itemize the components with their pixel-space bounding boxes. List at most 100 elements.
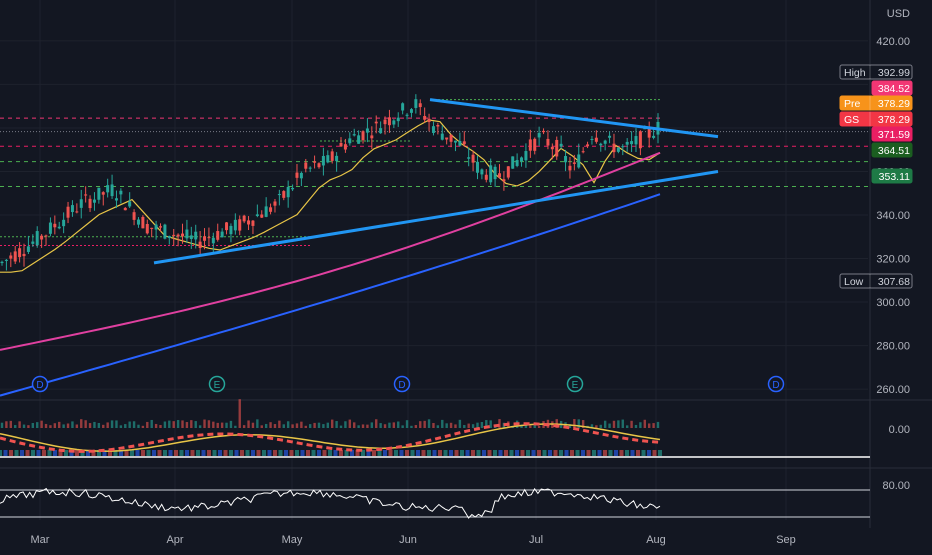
- volume-bar: [625, 425, 629, 428]
- osc-hist: [410, 450, 415, 456]
- osc-hist: [31, 450, 35, 456]
- osc-hist: [476, 450, 481, 456]
- volume-bar: [119, 425, 123, 428]
- time-label-aug: Aug: [646, 534, 666, 546]
- osc-hist: [454, 450, 459, 456]
- volume-bar: [647, 423, 651, 428]
- volume-bar: [212, 421, 215, 428]
- badge-bg: [839, 273, 913, 289]
- candle-body: [652, 135, 656, 138]
- badge-bg: [871, 126, 913, 142]
- volume-bar: [242, 425, 246, 428]
- candle-body: [625, 141, 629, 145]
- osc-hist: [465, 450, 470, 456]
- osc-hist: [498, 450, 503, 456]
- time-axis[interactable]: Mar Apr May Jun Jul Aug Sep: [0, 528, 932, 550]
- time-label-jun: Jun: [399, 534, 417, 546]
- grid-lines: [0, 0, 932, 528]
- volume-bar: [220, 422, 224, 428]
- event-circle: [208, 375, 226, 393]
- volume-bar: [286, 421, 290, 428]
- osc-hist: [377, 450, 382, 456]
- osc-hist: [597, 450, 602, 456]
- event-marker-d[interactable]: D: [393, 375, 411, 393]
- trendlines[interactable]: [153, 98, 719, 265]
- volume-bar: [308, 424, 312, 428]
- event-marker-e[interactable]: E: [208, 375, 226, 393]
- osc-hist: [449, 450, 453, 456]
- candle-body: [471, 154, 475, 163]
- osc-hist: [289, 450, 294, 456]
- candle-body: [22, 253, 26, 257]
- volume-bar: [124, 424, 127, 428]
- volume-bar: [190, 420, 193, 428]
- volume-bar: [357, 425, 360, 428]
- price-tick-label: 280.00: [876, 341, 910, 353]
- candle-body: [418, 103, 422, 108]
- volume-bar: [524, 424, 528, 428]
- osc-hist: [328, 450, 332, 456]
- volume-bar: [410, 425, 413, 428]
- candle-body: [379, 128, 383, 134]
- price-badge: GS 378.29: [839, 111, 913, 127]
- candle-body: [440, 133, 444, 140]
- osc-hist: [509, 450, 514, 456]
- osc-hist: [570, 450, 574, 456]
- volume-bar: [317, 422, 321, 428]
- osc-hist: [201, 450, 206, 456]
- volume-bar: [71, 421, 74, 428]
- osc-hist: [542, 450, 547, 456]
- candle-body: [189, 235, 193, 239]
- osc-hist: [267, 450, 272, 456]
- event-marker-e[interactable]: E: [566, 375, 584, 393]
- candle-body: [4, 259, 8, 261]
- candle-body: [101, 192, 105, 195]
- candle-body: [453, 140, 457, 143]
- volume-bar: [198, 425, 202, 428]
- volume-bar: [370, 422, 374, 428]
- volume-bar: [102, 424, 105, 428]
- candle-body: [304, 162, 308, 169]
- osc-hist: [47, 450, 52, 456]
- candle-body: [335, 155, 339, 162]
- volume-bar: [533, 424, 536, 428]
- candle-body: [339, 142, 343, 147]
- candle-body: [348, 138, 352, 144]
- osc-main-line: [0, 422, 661, 453]
- volume-bar: [304, 425, 307, 428]
- candle-body: [612, 143, 616, 153]
- candle-body: [392, 120, 396, 125]
- osc-hist: [80, 450, 85, 456]
- candle-body: [511, 156, 515, 169]
- candle-body: [53, 223, 57, 228]
- volume-bar: [84, 420, 87, 428]
- volume-bar: [445, 423, 448, 428]
- osc-hist: [619, 450, 624, 456]
- volume-bar: [80, 419, 83, 428]
- candle-body: [172, 234, 176, 236]
- candle-body: [414, 99, 418, 108]
- event-marker-d[interactable]: D: [767, 375, 785, 393]
- osc-hist: [14, 450, 19, 456]
- volume-bar: [401, 425, 404, 428]
- candle-body: [264, 206, 268, 217]
- badge-value: 364.51: [878, 145, 910, 157]
- event-marker-d[interactable]: D: [31, 375, 49, 393]
- candle-body: [70, 205, 74, 213]
- osc-hist: [168, 450, 173, 456]
- candle-body: [550, 146, 554, 150]
- volume-bar: [634, 424, 638, 428]
- volume-bar: [383, 424, 387, 428]
- volume-bar: [154, 423, 158, 428]
- moving-averages: [0, 119, 661, 397]
- candle-body: [586, 144, 590, 147]
- volume-bar: [326, 422, 329, 428]
- osc-hist: [212, 450, 217, 456]
- osc-hist: [58, 450, 63, 456]
- volume-bar: [449, 422, 453, 428]
- candle-body: [154, 224, 158, 230]
- candle-body: [431, 126, 435, 133]
